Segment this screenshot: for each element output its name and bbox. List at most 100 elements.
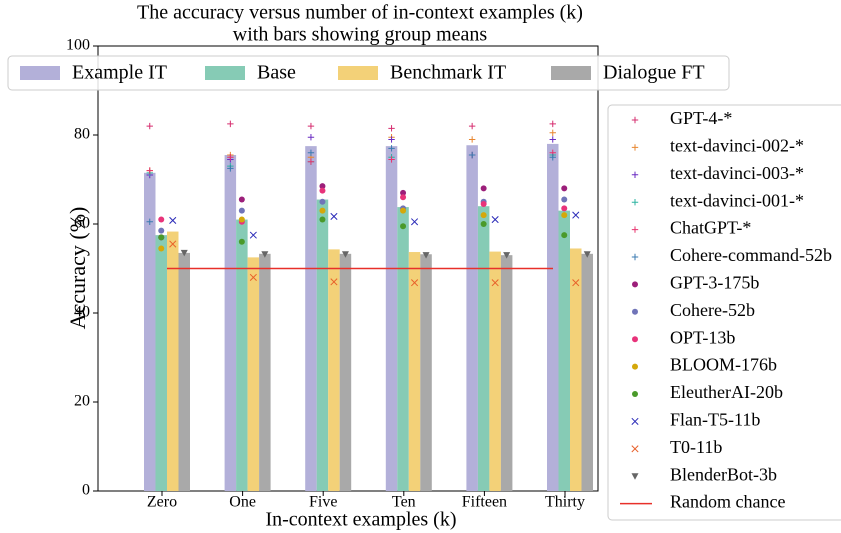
legend-label: Example IT	[72, 62, 167, 84]
point	[180, 249, 188, 257]
legend-label: Cohere-52b	[670, 300, 755, 320]
point	[307, 149, 315, 156]
point	[468, 151, 476, 159]
legend-label: text-davinci-001-*	[670, 190, 804, 210]
y-axis-label: Accuracy (%)	[65, 207, 90, 330]
point	[249, 231, 257, 239]
legend-label: BLOOM-176b	[670, 355, 777, 375]
point	[549, 136, 556, 143]
y-tick-label: 60	[74, 215, 90, 232]
point	[410, 279, 419, 287]
legend-swatch	[20, 66, 60, 80]
point	[307, 158, 315, 165]
bar	[339, 253, 352, 491]
bar	[144, 172, 156, 491]
legend-label: BlenderBot-3b	[670, 464, 777, 484]
bar	[155, 235, 167, 491]
point	[422, 252, 430, 259]
bar	[500, 255, 513, 491]
bar	[570, 248, 582, 491]
legend-label: Flan-T5-11b	[670, 410, 760, 430]
chart-title: with bars showing group means	[233, 24, 488, 46]
point	[238, 238, 245, 245]
point	[631, 144, 639, 151]
point	[319, 216, 326, 223]
legend-label: text-davinci-002-*	[670, 136, 804, 156]
point	[388, 136, 395, 143]
point	[468, 122, 476, 130]
point	[631, 116, 639, 124]
point	[631, 226, 639, 233]
legend-label: Base	[257, 62, 296, 84]
bar	[581, 253, 593, 491]
point	[631, 199, 639, 206]
point	[330, 278, 338, 286]
point	[632, 391, 638, 397]
point	[319, 198, 326, 205]
point	[400, 189, 407, 196]
bar	[178, 252, 190, 491]
point	[491, 215, 499, 224]
bar	[236, 219, 248, 492]
point	[561, 205, 568, 212]
point	[388, 125, 395, 132]
y-tick-label: 0	[82, 482, 90, 499]
legend-frame	[607, 104, 841, 521]
point	[632, 281, 638, 288]
y-tick-label: 80	[74, 126, 90, 143]
point	[261, 251, 269, 258]
point	[480, 212, 487, 219]
x-tick-label: One	[229, 494, 256, 511]
x-tick-label: Ten	[392, 494, 416, 511]
point	[410, 218, 419, 226]
legend-label: OPT-13b	[670, 327, 735, 347]
point	[307, 122, 315, 130]
point	[561, 232, 568, 239]
point	[227, 165, 234, 172]
y-tick-label: 40	[74, 304, 90, 321]
legend-label: text-davinci-003-*	[670, 163, 804, 183]
point	[388, 145, 395, 152]
point	[238, 216, 245, 223]
point	[146, 122, 153, 130]
point	[169, 216, 177, 224]
legend-label: Cohere-command-52b	[670, 245, 832, 265]
bar	[316, 199, 329, 491]
bar	[547, 143, 559, 491]
chart-title: The accuracy versus number of in-context…	[137, 2, 583, 24]
point	[307, 134, 315, 141]
point	[549, 120, 556, 128]
legend-label: Random chance	[670, 492, 785, 512]
point	[330, 212, 338, 220]
bar	[167, 231, 179, 491]
bar	[397, 207, 409, 491]
point	[158, 234, 165, 241]
point	[400, 194, 407, 201]
bar	[328, 249, 340, 491]
y-tick-label: 100	[66, 37, 90, 54]
legend-label: Dialogue FT	[603, 62, 705, 84]
legend-label: GPT-4-*	[670, 108, 732, 128]
point	[503, 252, 511, 259]
point	[146, 218, 153, 225]
point	[468, 136, 476, 143]
point	[631, 253, 639, 261]
point	[549, 129, 556, 136]
point	[158, 245, 165, 252]
x-tick-label: Zero	[147, 494, 177, 511]
bar	[466, 145, 478, 492]
legend-label: GPT-3-175b	[670, 273, 759, 293]
legend-swatch	[551, 66, 591, 80]
point	[631, 445, 639, 453]
point	[169, 240, 177, 248]
point	[319, 187, 326, 194]
x-tick-label: Five	[309, 494, 337, 511]
point	[561, 185, 568, 192]
point	[583, 251, 591, 258]
x-tick-label: Fifteen	[462, 494, 507, 511]
bar	[420, 254, 432, 491]
point	[572, 211, 580, 219]
point	[632, 336, 638, 343]
legend-swatch	[338, 66, 378, 80]
